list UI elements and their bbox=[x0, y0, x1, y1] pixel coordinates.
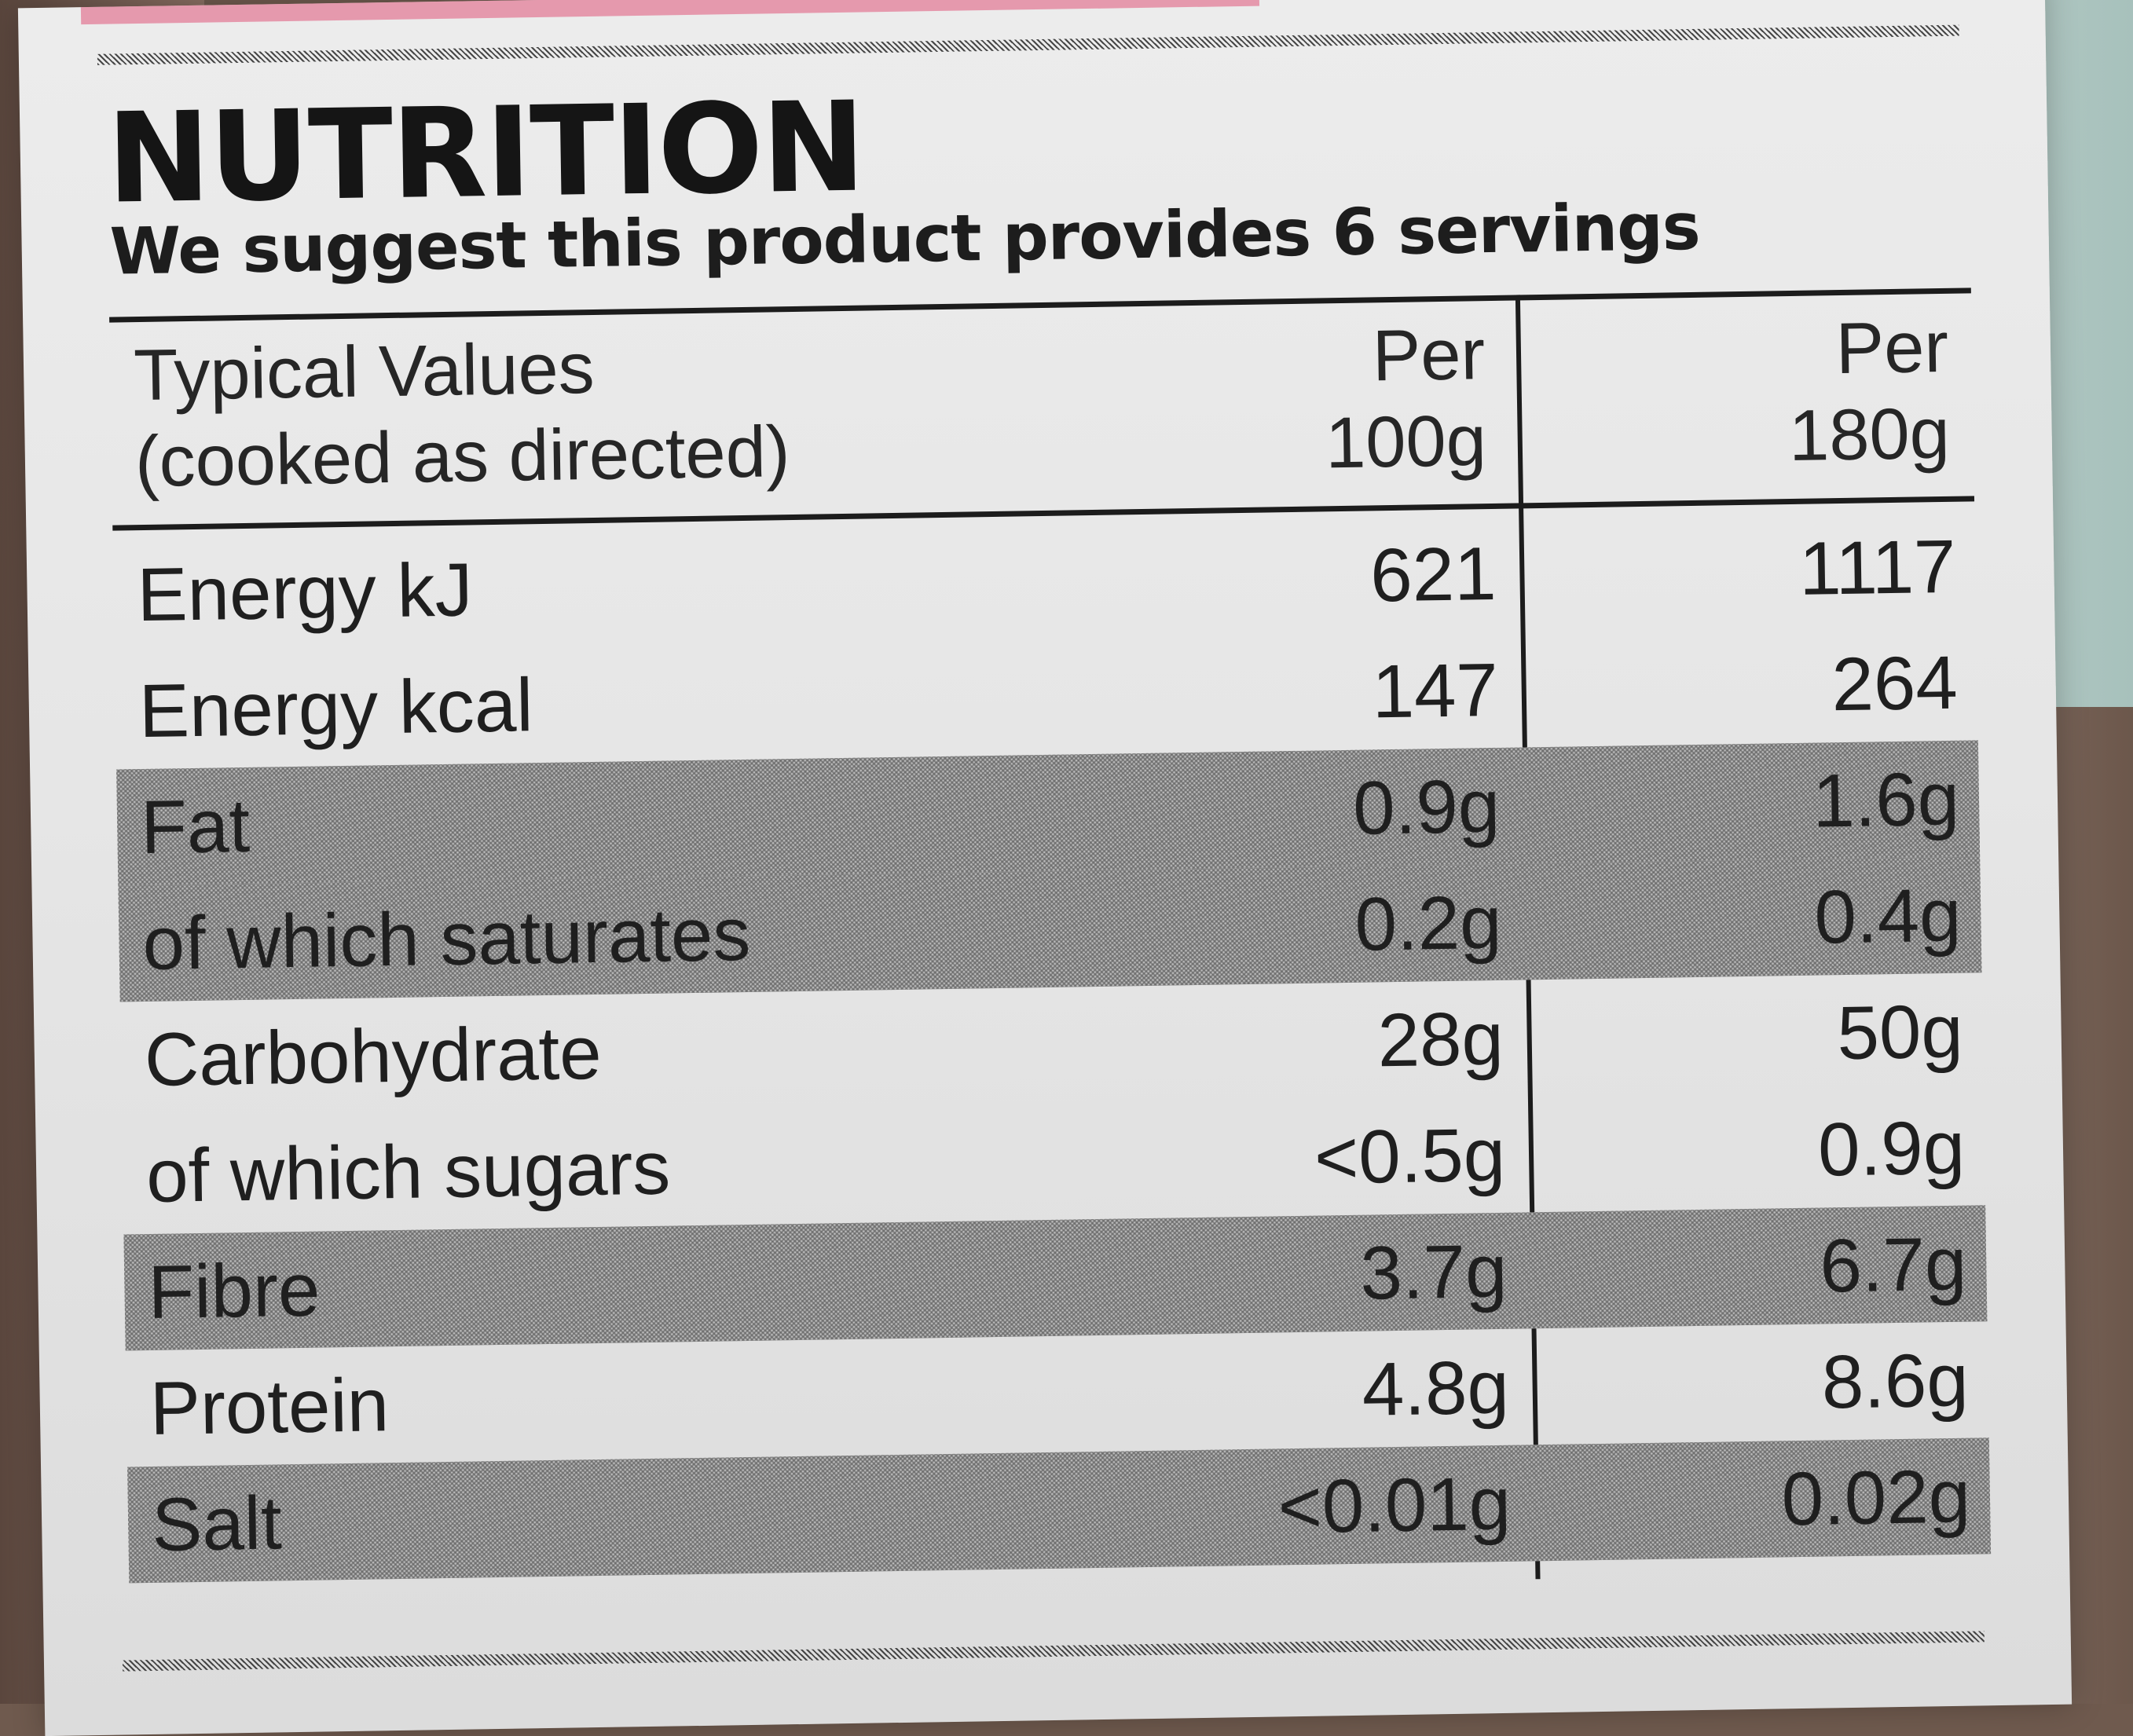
value-per-180g: 8.6g bbox=[1820, 1338, 1970, 1425]
header-label-line2: (cooked as directed) bbox=[134, 412, 791, 503]
header-label-line1: Typical Values bbox=[133, 328, 596, 416]
header-col2-line1: Per bbox=[1835, 306, 1949, 390]
header-per-180g: Per 180g bbox=[1586, 304, 1950, 483]
value-per-100g: 147 bbox=[1371, 647, 1499, 734]
header-col1-line1: Per bbox=[1372, 314, 1486, 397]
nutrient-name: Fibre bbox=[147, 1247, 321, 1335]
nutrient-name: Protein bbox=[149, 1363, 390, 1451]
top-divider bbox=[97, 24, 1959, 65]
value-per-180g: 0.02g bbox=[1780, 1454, 1971, 1542]
nutrition-label: NUTRITION We suggest this product provid… bbox=[17, 0, 2073, 1736]
nutrition-table: Typical Values (cooked as directed) Per … bbox=[109, 288, 1992, 1652]
value-per-100g: 0.2g bbox=[1354, 880, 1503, 967]
value-per-180g: 0.9g bbox=[1817, 1105, 1966, 1192]
nutrition-title: NUTRITION bbox=[105, 75, 866, 232]
value-per-100g: 3.7g bbox=[1359, 1229, 1508, 1316]
value-per-100g: <0.01g bbox=[1277, 1461, 1512, 1550]
nutrient-name: Salt bbox=[151, 1481, 283, 1567]
nutrient-name: Carbohydrate bbox=[144, 1010, 603, 1103]
nutrient-name: of which sugars bbox=[145, 1126, 672, 1219]
header-col2-line2: 180g bbox=[1788, 394, 1951, 477]
value-per-180g: 50g bbox=[1836, 989, 1964, 1076]
value-per-100g: <0.5g bbox=[1314, 1112, 1506, 1200]
value-per-180g: 1.6g bbox=[1812, 756, 1960, 844]
value-per-180g: 6.7g bbox=[1819, 1221, 1968, 1309]
value-per-180g: 0.4g bbox=[1813, 873, 1963, 960]
pink-print-strip bbox=[80, 0, 1260, 25]
header-col1-line2: 100g bbox=[1325, 401, 1487, 484]
value-per-180g: 1117 bbox=[1798, 524, 1957, 611]
value-per-180g: 264 bbox=[1831, 640, 1959, 727]
nutrient-name: Energy kJ bbox=[136, 548, 474, 638]
value-per-100g: 4.8g bbox=[1362, 1345, 1510, 1432]
nutrient-name: Fat bbox=[140, 783, 251, 870]
value-per-100g: 28g bbox=[1376, 996, 1504, 1083]
nutrient-name: Energy kcal bbox=[138, 663, 534, 754]
header-typical-values: Typical Values (cooked as directed) bbox=[133, 322, 790, 506]
value-per-100g: 621 bbox=[1369, 531, 1497, 618]
header-per-100g: Per 100g bbox=[1170, 311, 1486, 489]
nutrient-name: of which saturates bbox=[141, 892, 752, 987]
value-per-100g: 0.9g bbox=[1352, 764, 1501, 851]
